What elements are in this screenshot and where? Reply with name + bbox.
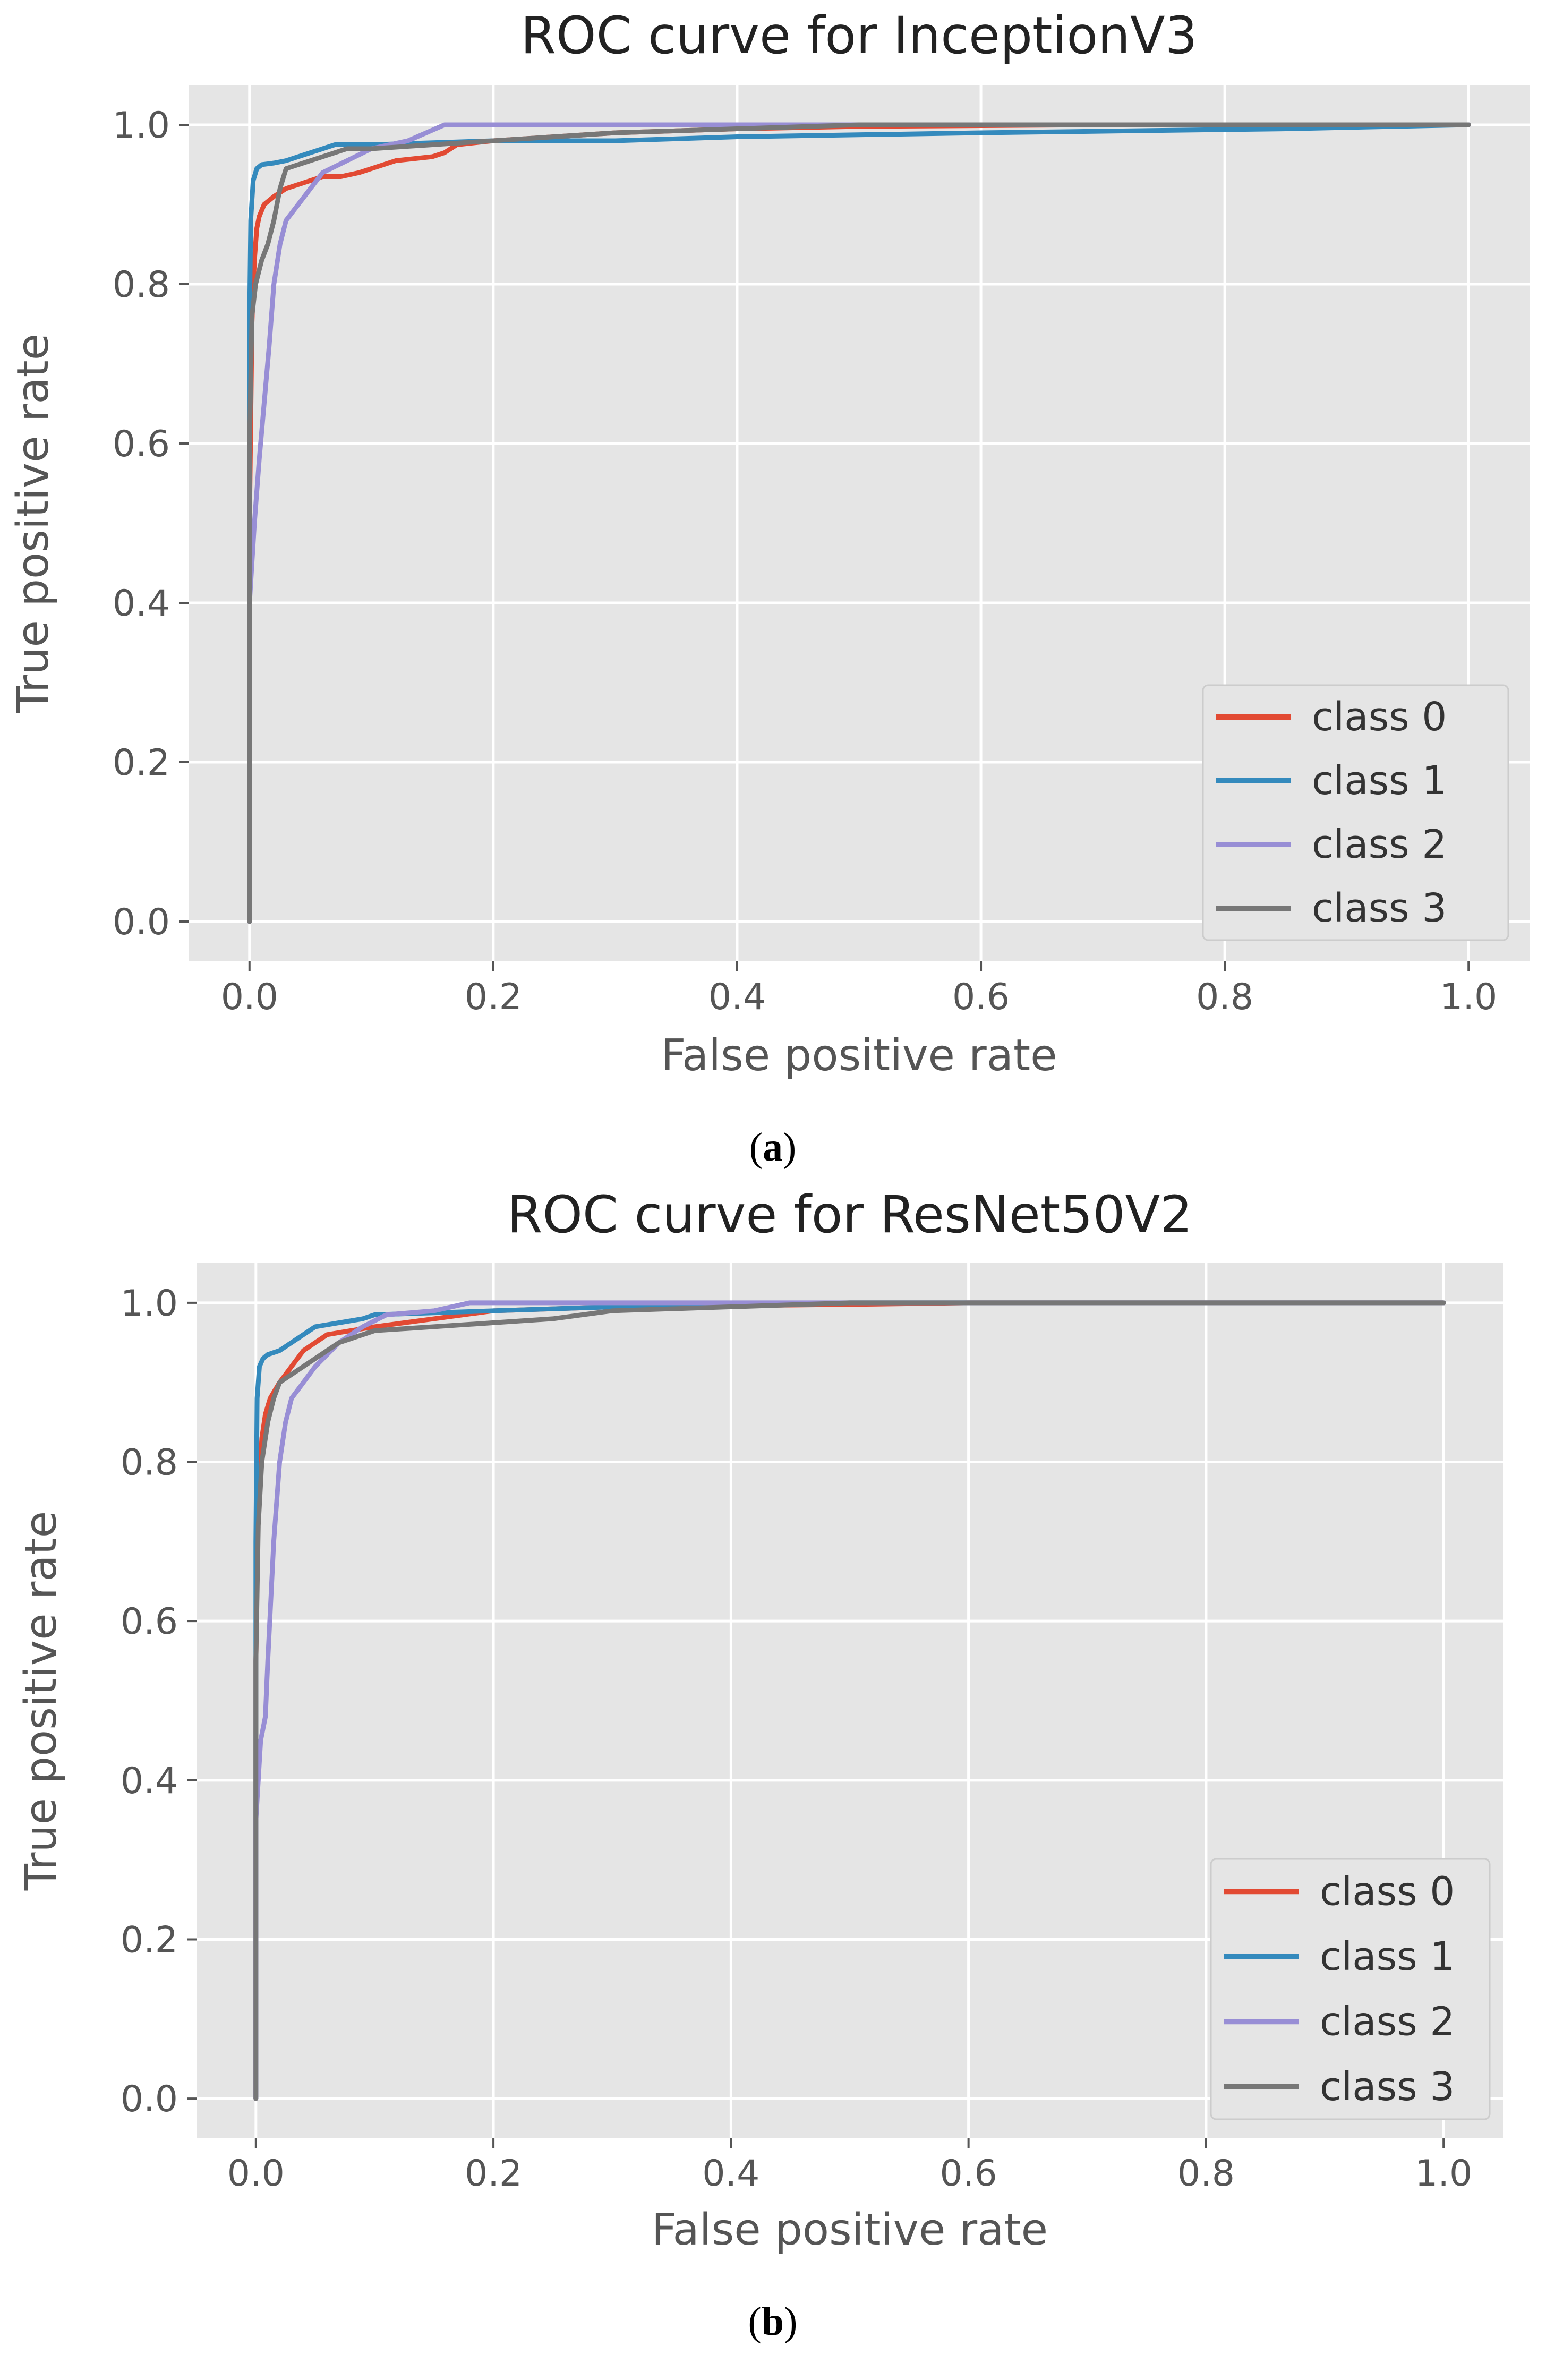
series-line-class-3 <box>253 1300 1446 2101</box>
chart-title: ROC curve for ResNet50V2 <box>507 1185 1193 1244</box>
x-tick-label: 0.6 <box>952 976 1010 1018</box>
panel-label: (b) <box>748 2299 798 2344</box>
chart-panel-b: 0.0 0.2 0.4 0.6 0.8 1.0 0.0 0.2 0.4 0.6 0.8 1.0 ROC … <box>16 1185 1503 2344</box>
legend-label: class 3 <box>1312 885 1447 931</box>
x-axis-label: False positive rate <box>652 2205 1048 2255</box>
x-tick-label: 0.2 <box>465 2153 522 2195</box>
y-tick-label: 0.0 <box>113 901 170 943</box>
x-tick-label: 1.0 <box>1440 976 1497 1018</box>
x-tick-label: 0.4 <box>702 2153 759 2195</box>
chart-panel-a: 0.0 0.2 0.4 0.6 0.8 1.0 0.0 0.2 0.4 0.6 0.8 1.0 ROC … <box>8 6 1530 1170</box>
legend: class 0 class 1 class 2 class 3 <box>1210 1858 1491 2120</box>
x-tick-label: 0.8 <box>1196 976 1253 1018</box>
legend-label: class 2 <box>1312 822 1447 867</box>
x-axis-label: False positive rate <box>661 1030 1057 1081</box>
x-tick-label: 0.6 <box>940 2153 997 2195</box>
legend-label: class 0 <box>1320 1869 1455 1914</box>
series-line-class-3 <box>247 122 1471 924</box>
y-tick-label: 0.2 <box>113 742 170 784</box>
panel-label: (a) <box>749 1125 797 1170</box>
y-axis-label: True positive rate <box>16 1511 66 1891</box>
x-tick-label: 0.4 <box>708 976 766 1018</box>
y-tick-label: 0.6 <box>113 423 170 465</box>
series-line-class-1 <box>253 1300 1446 2101</box>
legend-label: class 1 <box>1312 758 1447 804</box>
y-tick-label: 0.0 <box>121 2078 178 2120</box>
legend-box <box>1210 1858 1491 2120</box>
y-tick-label: 0.4 <box>121 1760 178 1802</box>
y-tick-label: 0.4 <box>113 583 170 625</box>
y-tick-label: 1.0 <box>113 105 170 147</box>
chart-title: ROC curve for InceptionV3 <box>520 6 1197 65</box>
x-tick-label: 0.2 <box>465 976 522 1018</box>
legend-label: class 1 <box>1320 1934 1455 1980</box>
legend-label: class 2 <box>1320 1999 1455 2044</box>
x-tick-label: 1.0 <box>1415 2153 1472 2195</box>
y-axis-label: True positive rate <box>8 334 58 714</box>
series-line-class-1 <box>247 122 1471 924</box>
y-tick-label: 0.2 <box>121 1919 178 1961</box>
series-line-class-2 <box>253 1300 1446 2101</box>
y-tick-label: 0.8 <box>113 264 170 306</box>
x-tick-label: 0.0 <box>221 976 278 1018</box>
y-tick-label: 0.6 <box>121 1601 178 1643</box>
legend-label: class 3 <box>1320 2064 1455 2110</box>
legend-label: class 0 <box>1312 694 1447 740</box>
legend-box <box>1202 684 1509 941</box>
legend: class 0 class 1 class 2 class 3 <box>1202 684 1509 941</box>
y-tick-label: 0.8 <box>121 1442 178 1484</box>
y-tick-label: 1.0 <box>121 1283 178 1325</box>
x-tick-label: 0.0 <box>227 2153 285 2195</box>
series-line-class-2 <box>247 122 1471 924</box>
x-tick-label: 0.8 <box>1177 2153 1235 2195</box>
